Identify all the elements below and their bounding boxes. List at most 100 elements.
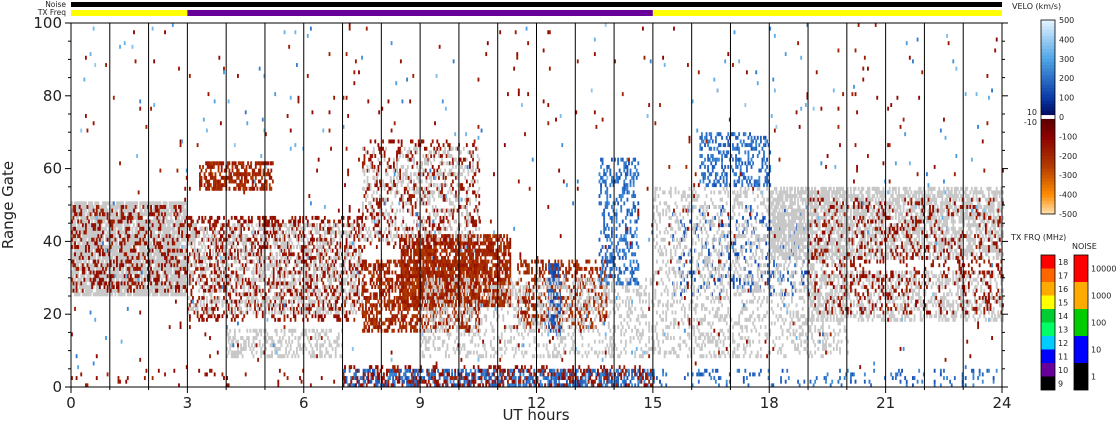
scatter-cell (119, 274, 121, 279)
scatter-cell (162, 215, 165, 220)
scatter-cell (119, 226, 121, 231)
scatter-cell (100, 226, 103, 231)
scatter-cell (150, 263, 152, 268)
scatter-cell (235, 215, 238, 220)
scatter-cell (134, 215, 137, 220)
scatter-cell (167, 223, 170, 228)
scatter-cell (348, 266, 351, 271)
scatter-cell (369, 263, 372, 268)
scatter-cell (311, 346, 314, 351)
scatter-cell (311, 226, 314, 231)
scatter-cell (252, 270, 255, 275)
scatter-cell (78, 241, 81, 246)
scatter-cell (196, 303, 199, 308)
scatter-cell (372, 270, 375, 275)
scatter-cell (297, 241, 300, 246)
scatter-cell (322, 310, 325, 315)
scatter-cell (249, 346, 252, 351)
scatter-cell (83, 292, 86, 297)
scatter-cell (133, 277, 135, 282)
scatter-cell (316, 343, 319, 348)
scatter-cell (119, 223, 121, 228)
scatter-cell (306, 310, 309, 315)
scatter-cell (313, 350, 315, 355)
scatter-cell (136, 219, 139, 224)
scatter-cell (397, 328, 400, 333)
scatter-cell (178, 259, 180, 264)
scatter-cell (219, 277, 222, 282)
scatter-cell (215, 248, 218, 253)
scatter-cell (74, 208, 76, 213)
scatter-cell (323, 234, 326, 239)
scatter-cell (102, 274, 104, 279)
scatter-cell (108, 245, 111, 249)
scatter-cell (379, 296, 381, 300)
scatter-cell (244, 237, 247, 242)
scatter-cell (143, 288, 146, 293)
scatter-cell (119, 266, 121, 271)
scatter-cell (174, 215, 177, 220)
scatter-cell (322, 281, 325, 286)
scatter-cell (171, 288, 174, 293)
scatter-cell (71, 208, 73, 213)
scatter-cell (285, 245, 287, 249)
scatter-cell (91, 208, 94, 213)
scatter-cell (306, 219, 309, 224)
scatter-cell (92, 252, 95, 257)
scatter-cell (246, 252, 249, 257)
scatter-cell (316, 346, 319, 351)
scatter-cell (72, 277, 75, 282)
scatter-cell (129, 241, 132, 246)
scatter-cell (116, 274, 118, 279)
scatter-cell (123, 281, 126, 286)
scatter-region-0 (71, 201, 188, 297)
scatter-cell (173, 277, 176, 282)
scatter-cell (232, 255, 235, 260)
scatter-cell (208, 179, 211, 184)
scatter-cell (272, 277, 275, 282)
scatter-cell (94, 230, 97, 235)
scatter-cell (102, 270, 104, 275)
scatter-cell (165, 234, 168, 239)
scatter-cell (198, 296, 201, 300)
scatter-cell (265, 186, 268, 191)
scatter-cell (383, 288, 386, 293)
scatter-cell (350, 277, 353, 282)
scatter-cell (319, 310, 322, 315)
scatter-cell (306, 303, 309, 308)
scatter-cell (201, 215, 204, 220)
scatter-cell (140, 281, 143, 286)
scatter-cell (174, 241, 177, 246)
scatter-cell (313, 274, 315, 279)
scatter-cell (388, 281, 391, 286)
scatter-cell (128, 219, 131, 224)
scatter-cell (88, 205, 90, 209)
scatter-cell (125, 219, 128, 224)
scatter-cell (148, 255, 151, 260)
scatter-cell (339, 219, 342, 224)
scatter-cell (368, 328, 370, 333)
scatter-cell (383, 321, 386, 326)
scatter-cell (133, 270, 135, 275)
scatter-cell (80, 215, 83, 220)
scatter-cell (210, 296, 213, 300)
scatter-cell (114, 234, 117, 239)
scatter-cell (78, 201, 81, 206)
scatter-cell (114, 226, 117, 231)
scatter-cell (285, 266, 287, 271)
scatter-cell (143, 230, 146, 235)
scatter-cell (363, 328, 366, 333)
scatter-cell (243, 288, 246, 293)
scatter-cell (361, 248, 364, 253)
scatter-cell (275, 252, 278, 257)
scatter-cell (129, 201, 132, 206)
scatter-cell (122, 270, 125, 275)
scatter-cell (120, 241, 123, 246)
scatter-cell (247, 223, 250, 228)
scatter-cell (345, 277, 348, 282)
scatter-cell (129, 245, 132, 249)
scatter-cell (371, 328, 374, 333)
scatter-cell (406, 310, 409, 315)
scatter-cell (289, 255, 292, 260)
scatter-cell (247, 179, 249, 184)
